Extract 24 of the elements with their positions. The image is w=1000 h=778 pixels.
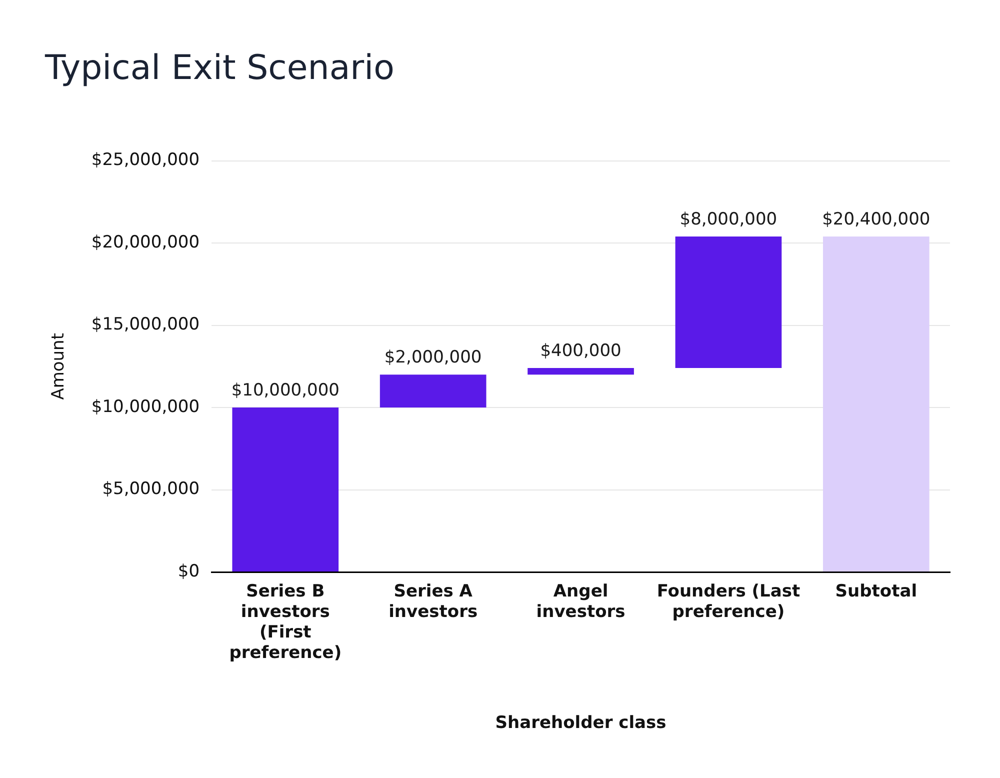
- x-tick-label: Series B investors (First preference): [229, 582, 342, 663]
- x-tick-label: Series A investors: [388, 582, 478, 622]
- bar: [675, 236, 782, 368]
- x-axis-title: Shareholder class: [495, 713, 666, 734]
- bar: [822, 236, 930, 572]
- y-tick-label: $0: [178, 561, 200, 582]
- bar: [232, 408, 339, 572]
- data-label: $400,000: [540, 340, 622, 361]
- data-label: $20,400,000: [822, 209, 930, 230]
- y-tick-label: $25,000,000: [91, 150, 200, 170]
- y-tick-label: $20,000,000: [91, 232, 200, 252]
- y-tick-label: $10,000,000: [91, 396, 200, 417]
- bar: [380, 374, 486, 408]
- x-tick-label: Angel investors: [536, 582, 626, 622]
- chart-title: Typical Exit Scenario: [44, 48, 394, 88]
- data-label: $10,000,000: [231, 380, 340, 400]
- x-tick-label: Subtotal: [835, 582, 918, 602]
- data-label: $2,000,000: [384, 348, 482, 368]
- bar: [528, 368, 634, 375]
- data-label: $8,000,000: [680, 209, 778, 230]
- y-tick-label: $15,000,000: [91, 314, 200, 335]
- y-tick-label: $5,000,000: [102, 479, 200, 500]
- x-tick-label: Founders (Last preference): [656, 582, 800, 622]
- y-axis-title: Amount: [48, 332, 69, 400]
